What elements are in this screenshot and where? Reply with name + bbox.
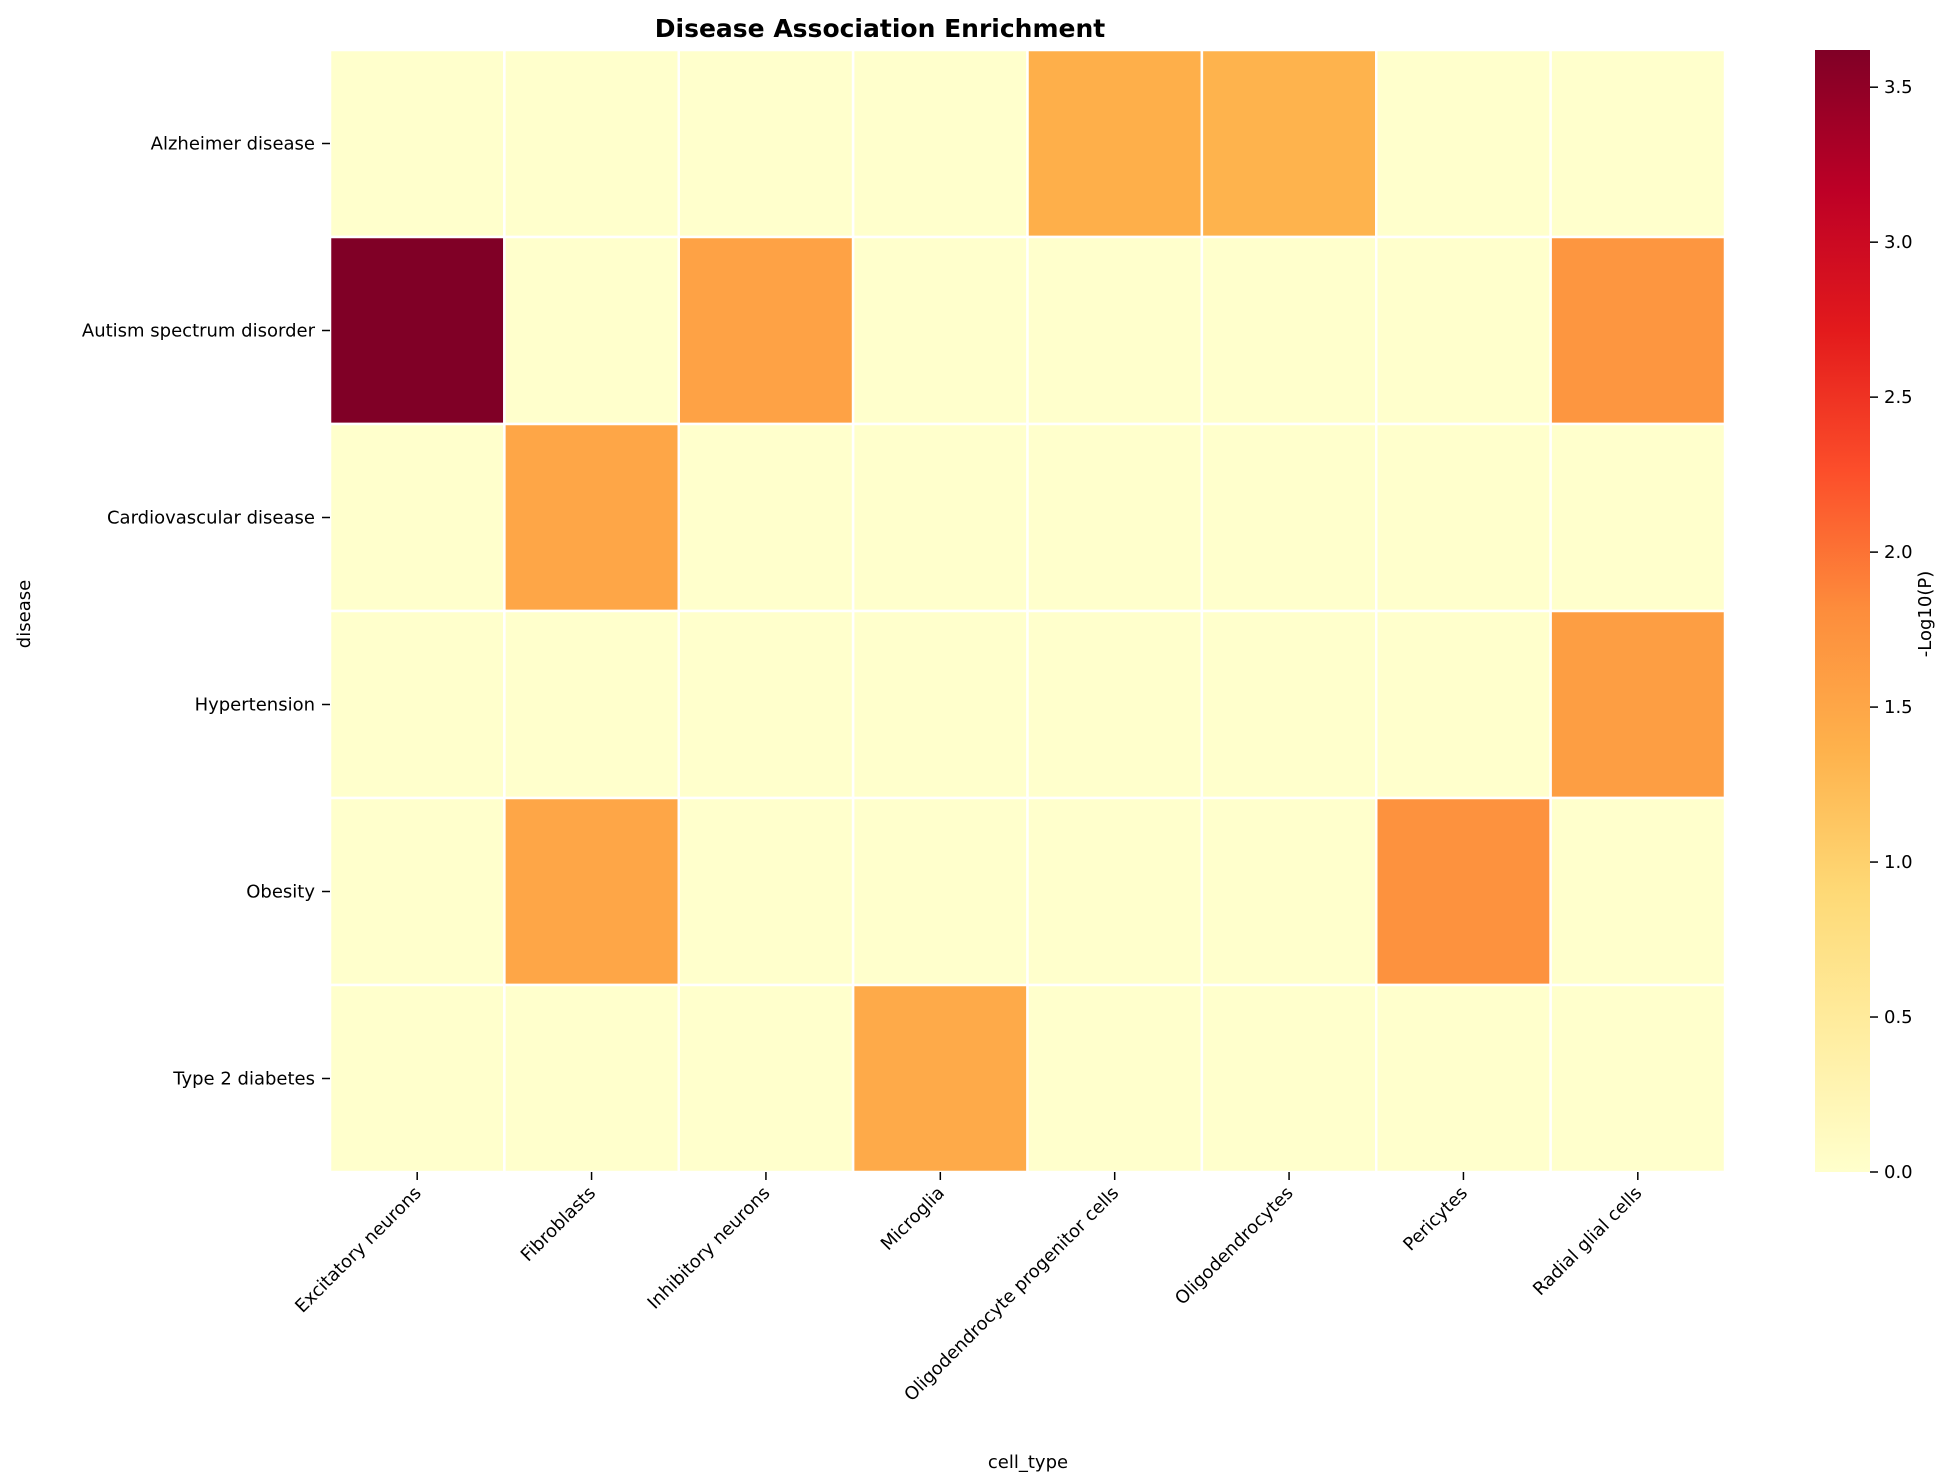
heatmap-cell	[503, 983, 680, 1174]
x-tick-label: Fibroblasts	[517, 1183, 600, 1266]
heatmap-cell	[851, 796, 1029, 987]
chart-title: Disease Association Enrichment	[655, 14, 1106, 43]
heatmap-cell	[1375, 609, 1552, 800]
heatmap-cell	[1375, 422, 1552, 613]
x-tick-label: Microglia	[877, 1183, 949, 1255]
heatmap-cell	[1026, 609, 1204, 800]
heatmap-cell	[1375, 235, 1552, 426]
heatmap-cell	[1549, 422, 1727, 613]
heatmap-cell	[1375, 796, 1552, 987]
heatmap-cell	[328, 983, 506, 1174]
heatmap-cell	[1375, 983, 1552, 1174]
heatmap-cell	[328, 422, 506, 613]
heatmap-cell	[328, 796, 506, 987]
y-axis-ticks: Alzheimer disease Autism spectrum disorde…	[82, 134, 330, 1090]
y-tick-label: Hypertension	[195, 695, 315, 716]
heatmap-cell	[851, 235, 1029, 426]
heatmap-cell	[677, 48, 855, 239]
heatmap-cell	[503, 422, 680, 613]
x-tick-label: Radial glial cells	[1529, 1183, 1646, 1300]
colorbar: 0.0 0.5 1.0 1.5 2.0 2.5 3.0 3.5	[1815, 50, 1913, 1183]
heatmap-cell	[851, 422, 1029, 613]
heatmap-cell	[677, 422, 855, 613]
y-tick-label: Obesity	[246, 882, 315, 903]
heatmap-cell	[851, 983, 1029, 1174]
heatmap-cell	[1549, 983, 1727, 1174]
heatmap-cell	[1200, 796, 1378, 987]
x-tick-label: Inhibitory neurons	[644, 1183, 775, 1314]
heatmap-cell	[1549, 609, 1727, 800]
heatmap-cell	[328, 235, 506, 426]
x-tick-label: Excitatory neurons	[291, 1183, 426, 1318]
heatmap-cell	[1200, 235, 1378, 426]
heatmap-cell	[1026, 983, 1204, 1174]
heatmap-cell	[677, 609, 855, 800]
heatmap-cell	[677, 235, 855, 426]
x-tick-label: Oligodendrocytes	[1171, 1183, 1298, 1310]
heatmap-cell	[1375, 48, 1552, 239]
y-axis-label: disease	[14, 580, 35, 648]
y-tick-label: Type 2 diabetes	[172, 1069, 315, 1090]
colorbar-tick-label: 3.0	[1884, 232, 1913, 253]
x-tick-label: Pericytes	[1399, 1183, 1472, 1256]
heatmap-cell	[1200, 609, 1378, 800]
heatmap-cell	[1026, 796, 1204, 987]
heatmap-cell	[503, 48, 680, 239]
heatmap-cell	[851, 609, 1029, 800]
heatmap-cell	[503, 796, 680, 987]
x-tick-label: Oligodendrocyte progenitor cells	[900, 1183, 1123, 1406]
heatmap-cell	[1026, 422, 1204, 613]
heatmap-cell	[1200, 983, 1378, 1174]
heatmap-cell	[677, 983, 855, 1174]
y-tick-label: Autism spectrum disorder	[82, 321, 316, 342]
colorbar-label: -Log10(P)	[1915, 571, 1936, 657]
y-tick-label: Alzheimer disease	[151, 134, 315, 155]
colorbar-tick-label: 1.5	[1884, 697, 1913, 718]
heatmap-cell	[1200, 422, 1378, 613]
colorbar-tick-label: 3.5	[1884, 77, 1913, 98]
heatmap-cell	[1549, 48, 1727, 239]
colorbar-tick-label: 0.0	[1884, 1162, 1913, 1183]
colorbar-tick-label: 2.5	[1884, 387, 1913, 408]
heatmap-cell	[677, 796, 855, 987]
colorbar-tick-label: 1.0	[1884, 852, 1913, 873]
heatmap-cell	[851, 48, 1029, 239]
x-axis-label: cell_type	[988, 1452, 1068, 1473]
heatmap-cell	[503, 235, 680, 426]
heatmap-cell	[328, 48, 506, 239]
colorbar-tick-label: 2.0	[1884, 542, 1913, 563]
heatmap-cell	[1026, 48, 1204, 239]
heatmap-cell	[328, 609, 506, 800]
heatmap-cells	[328, 48, 1727, 1174]
heatmap-cell	[1549, 796, 1727, 987]
colorbar-tick-label: 0.5	[1884, 1007, 1913, 1028]
colorbar-gradient	[1815, 50, 1870, 1172]
heatmap-cell	[1549, 235, 1727, 426]
heatmap-cell	[1026, 235, 1204, 426]
x-axis-ticks: Excitatory neurons Fibroblasts Inhibitory …	[291, 1172, 1646, 1406]
heatmap-cell	[503, 609, 680, 800]
heatmap-cell	[1200, 48, 1378, 239]
y-tick-label: Cardiovascular disease	[107, 508, 315, 529]
